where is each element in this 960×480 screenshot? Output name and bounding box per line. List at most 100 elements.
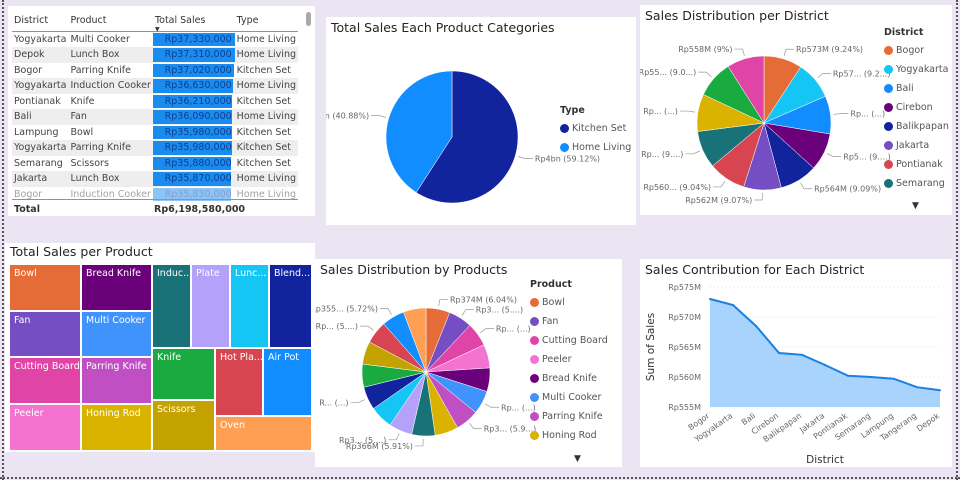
y-axis-title: Sum of Sales [645, 313, 657, 381]
table-row[interactable]: Pontianak Knife Rp36,210,000 Kitchen Set [12, 94, 298, 110]
table-row[interactable]: Jakarta Lunch Box Rp35,870,000 Home Living [12, 171, 298, 187]
sales-table-visual[interactable]: District Product Total Sales ▼ Type Yogyakar… [8, 6, 315, 216]
legend-item-peeler[interactable]: Peeler [530, 350, 608, 369]
table-row[interactable]: Lampung Bowl Rp35,980,000 Kitchen Set [12, 125, 298, 141]
data-label: R... (...) [319, 398, 348, 407]
legend-item-home-living[interactable]: Home Living [560, 138, 631, 157]
sales-bar [152, 79, 234, 93]
treemap-tile-honing-rod[interactable]: Honing Rod [81, 404, 152, 451]
district-pie-visual[interactable]: Sales Distribution per District Rp573M (… [640, 5, 952, 215]
table-row[interactable]: Yogyakarta Multi Cooker Rp37,330,000 Home L… [12, 32, 298, 48]
data-point-depok[interactable] [939, 389, 941, 392]
data-point-bali[interactable] [755, 325, 757, 327]
y-tick-label: Rp575M [668, 283, 701, 292]
leader-line [438, 298, 448, 307]
table-row[interactable]: Yogyakarta Parring Knife Rp35,980,000 Kitch… [12, 140, 298, 156]
treemap-tile-lunc[interactable]: Lunc... [230, 264, 269, 348]
legend-label: Semarang [896, 178, 945, 189]
table-row[interactable]: Depok Lunch Box Rp37,310,000 Home Living [12, 47, 298, 63]
treemap-tile-fan[interactable]: Fan [9, 311, 81, 357]
treemap-tile-cutting-board[interactable]: Cutting Board [9, 357, 81, 404]
legend-item-cutting-board[interactable]: Cutting Board [530, 331, 608, 350]
table-row[interactable]: Bogor Parring Knife Rp37,020,000 Kitchen Se… [12, 63, 298, 79]
legend-item-semarang[interactable]: Semarang [884, 174, 949, 193]
cell-total-sales: Rp35,980,000 [152, 140, 235, 156]
cell-product: Fan [68, 109, 153, 125]
legend-item-jakarta[interactable]: Jakarta [884, 136, 949, 155]
column-header-product[interactable]: Product [68, 12, 153, 32]
legend-item-bowl[interactable]: Bowl [530, 293, 608, 312]
legend-item-honing-rod[interactable]: Honing Rod [530, 426, 608, 445]
legend-item-parring-knife[interactable]: Parring Knife [530, 407, 608, 426]
table-row[interactable]: Bogor Induction Cooker Rp35,830,000 Home Li… [12, 187, 298, 203]
treemap-tile-plate[interactable]: Plate [191, 264, 230, 348]
legend-dot-icon [560, 124, 569, 133]
legend-item-kitchen-set[interactable]: Kitchen Set [560, 119, 631, 138]
column-header-total-sales[interactable]: Total Sales ▼ [152, 12, 235, 33]
treemap-tile-bread-knife[interactable]: Bread Knife [81, 264, 152, 311]
legend-item-fan[interactable]: Fan [530, 312, 608, 331]
data-label: Rp3... (5....) [339, 436, 386, 445]
slice-kitchen-set[interactable] [415, 70, 519, 204]
table-row[interactable]: Yogyakarta Induction Cooker Rp36,630,000 Ho… [12, 78, 298, 94]
legend-dot-icon [560, 143, 569, 152]
data-point-yogyakarta[interactable] [732, 304, 734, 306]
treemap-tile-parring-knife[interactable]: Parring Knife [81, 357, 152, 404]
table-scrollbar[interactable] [306, 12, 311, 26]
data-point-cirebon[interactable] [778, 352, 780, 354]
legend-item-cirebon[interactable]: Cirebon [884, 98, 949, 117]
data-point-balikpapan[interactable] [801, 353, 803, 356]
leader-line [698, 71, 712, 77]
treemap-tile-hot-pla[interactable]: Hot Pla... [215, 348, 263, 416]
data-label: Rp564M (9.09%) [814, 185, 881, 194]
data-label: Rp4bn (59.12%) [535, 154, 600, 163]
treemap-tile-oven[interactable]: Oven [215, 416, 312, 451]
treemap-tile-bowl[interactable]: Bowl [9, 264, 81, 311]
area-fill [710, 299, 940, 407]
legend-more-icon[interactable]: ▼ [574, 454, 581, 464]
leader-line [518, 156, 533, 159]
legend-item-bogor[interactable]: Bogor [884, 41, 949, 60]
cell-type: Home Living [234, 109, 298, 125]
treemap-visual[interactable]: Total Sales per Product Bowl Bread Knife F… [5, 243, 315, 452]
data-point-tangerang[interactable] [916, 386, 918, 389]
column-header-district[interactable]: District [12, 12, 69, 32]
data-point-semarang[interactable] [870, 376, 872, 378]
sort-desc-icon[interactable]: ▼ [154, 26, 160, 33]
treemap-tile-multi-cooker[interactable]: Multi Cooker [81, 311, 152, 357]
data-label: Rp... (...) [501, 403, 536, 412]
legend-item-bread-knife[interactable]: Bread Knife [530, 369, 608, 388]
data-point-lampung[interactable] [893, 377, 895, 380]
treemap-tile-blend[interactable]: Blend... [269, 264, 312, 348]
data-label: Rp... (...) [850, 110, 885, 119]
data-point-pontianak[interactable] [847, 374, 849, 377]
area-chart-visual[interactable]: Sales Contribution for Each District Rp5… [640, 259, 952, 467]
slice-oven[interactable] [403, 307, 427, 373]
treemap-tile-knife[interactable]: Knife [152, 348, 215, 400]
legend-item-pontianak[interactable]: Pontianak [884, 155, 949, 174]
category-pie-visual[interactable]: Total Sales Each Product Categories Rp4b… [326, 17, 636, 225]
treemap-tile-scissors[interactable]: Scissors [152, 400, 215, 451]
legend-item-balikpapan[interactable]: Balikpapan [884, 117, 949, 136]
cell-district: Bali [12, 109, 69, 125]
treemap-tile-peeler[interactable]: Peeler [9, 404, 81, 451]
data-point-bogor[interactable] [709, 298, 711, 300]
column-header-type[interactable]: Type [234, 12, 298, 32]
legend-item-bali[interactable]: Bali [884, 79, 949, 98]
table-total-row: Total Rp6,198,580,000 [12, 199, 298, 215]
category-pie-chart: Rp4bn (59.12%) Rp3bn (40.88%) [326, 70, 600, 204]
y-tick-label: Rp565M [668, 343, 701, 352]
cell-type: Home Living [236, 34, 296, 45]
table-row[interactable]: Bali Fan Rp36,090,000 Home Living [12, 109, 298, 125]
legend-item-multi-cooker[interactable]: Multi Cooker [530, 388, 608, 407]
treemap-tile-induc[interactable]: Induc... [152, 264, 191, 348]
legend-item-yogyakarta[interactable]: Yogyakarta [884, 60, 949, 79]
legend-more-icon[interactable]: ▼ [912, 201, 919, 211]
table-row[interactable]: Semarang Scissors Rp35,880,000 Kitchen Set [12, 156, 298, 172]
slice-home-living[interactable] [385, 70, 453, 193]
product-pie-visual[interactable]: Sales Distribution by Products Rp374M (6… [315, 259, 622, 467]
legend-dot-icon [884, 122, 893, 131]
slice-depok[interactable] [727, 55, 765, 124]
treemap-tile-air-pot[interactable]: Air Pot [263, 348, 312, 416]
data-point-jakarta[interactable] [824, 364, 826, 366]
